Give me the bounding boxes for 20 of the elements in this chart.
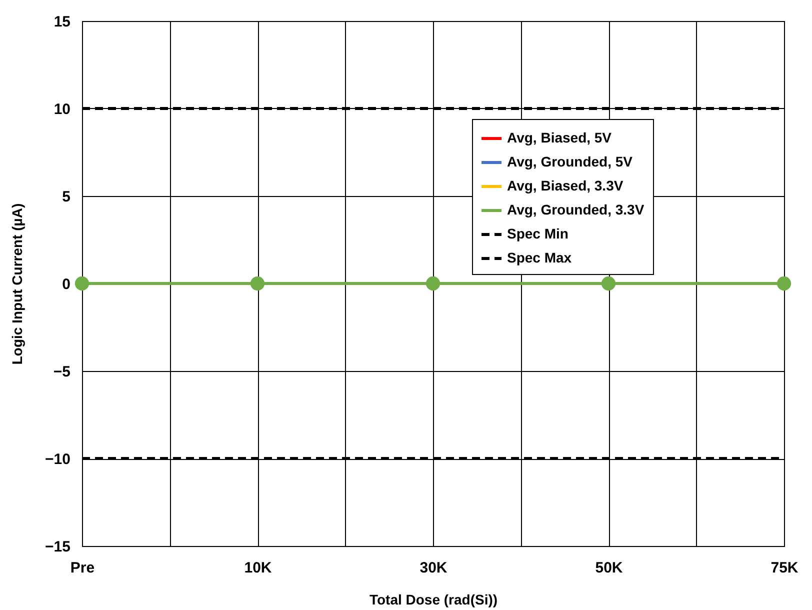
y-tick-label: 5 xyxy=(62,188,70,206)
y-tick-label: 15 xyxy=(54,14,70,30)
x-tick-label: 10K xyxy=(244,560,272,576)
legend-label: Spec Max xyxy=(507,250,572,266)
x-axis-title: Total Dose (rad(Si)) xyxy=(369,592,498,608)
x-tick-label: 30K xyxy=(420,560,448,576)
y-tick-label: 0 xyxy=(62,276,70,293)
x-tick-label: 75K xyxy=(770,560,798,576)
y-tick-label: −15 xyxy=(45,538,70,556)
y-tick-label: 10 xyxy=(54,101,70,118)
legend-label: Spec Min xyxy=(507,226,568,242)
y-axis-title: Logic Input Current (µA) xyxy=(9,203,26,365)
legend-label: Avg, Grounded, 3.3V xyxy=(507,202,645,218)
legend-label: Avg, Grounded, 5V xyxy=(507,154,634,170)
legend-label: Avg, Biased, 5V xyxy=(507,130,612,146)
y-tick-label: −10 xyxy=(45,451,70,468)
y-tick-label: −5 xyxy=(53,364,70,380)
x-tick-label: Pre xyxy=(70,560,95,576)
legend-label: Avg, Biased, 3.3V xyxy=(507,178,624,194)
x-tick-label: 50K xyxy=(595,560,623,576)
